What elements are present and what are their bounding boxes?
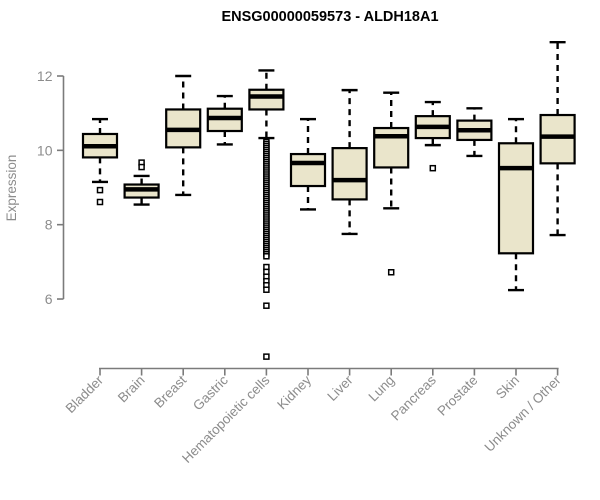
chart-title: ENSG00000059573 - ALDH18A1 <box>221 9 438 25</box>
iqr-box <box>539 113 576 165</box>
outlier-point <box>263 353 270 360</box>
x-category-label: Liver <box>324 372 356 404</box>
x-category-label: Prostate <box>434 373 480 419</box>
x-category-label: Skin <box>493 373 522 402</box>
x-category-label: Gastric <box>190 372 231 413</box>
iqr-box <box>289 152 327 188</box>
x-category-label: Brain <box>115 373 148 406</box>
y-tick-label: 8 <box>45 217 53 233</box>
iqr-box <box>331 147 368 201</box>
x-category-label: Pancreas <box>388 372 439 423</box>
outlier-point <box>263 286 270 293</box>
x-category-label: Kidney <box>274 372 314 412</box>
box-skin <box>497 117 535 292</box>
x-category-label: Bladder <box>63 372 107 416</box>
y-axis-label: Expression <box>4 155 19 222</box>
x-category-label: Lung <box>365 373 397 405</box>
box-hematopoietic-cells <box>248 69 285 360</box>
box-liver <box>331 88 368 236</box>
y-tick-label: 6 <box>45 291 53 307</box>
outlier-point <box>96 186 104 194</box>
box-breast <box>165 74 202 197</box>
outlier-point <box>429 164 437 172</box>
box-brain <box>123 159 160 206</box>
iqr-box <box>497 142 535 255</box>
box-kidney <box>289 117 327 211</box>
iqr-box <box>373 126 410 169</box>
x-category-label: Breast <box>151 372 189 410</box>
box-lung <box>373 91 410 276</box>
y-axis: 6 8 10 12 <box>37 68 65 307</box>
box-gastric <box>206 94 243 146</box>
outlier-point <box>96 198 104 206</box>
y-tick-label: 10 <box>37 142 53 158</box>
outlier-point <box>387 269 395 276</box>
box-bladder <box>81 117 119 206</box>
y-tick-label: 12 <box>37 68 53 84</box>
box-prostate <box>456 107 493 158</box>
box-unknown-other <box>539 40 576 237</box>
outlier-point <box>263 302 270 309</box>
box-pancreas <box>414 100 451 172</box>
iqr-box <box>248 88 285 111</box>
outlier-point <box>138 163 145 171</box>
x-category-label: Unknown / Other <box>481 372 564 455</box>
outlier-point <box>263 253 270 260</box>
box-marks <box>81 40 576 360</box>
